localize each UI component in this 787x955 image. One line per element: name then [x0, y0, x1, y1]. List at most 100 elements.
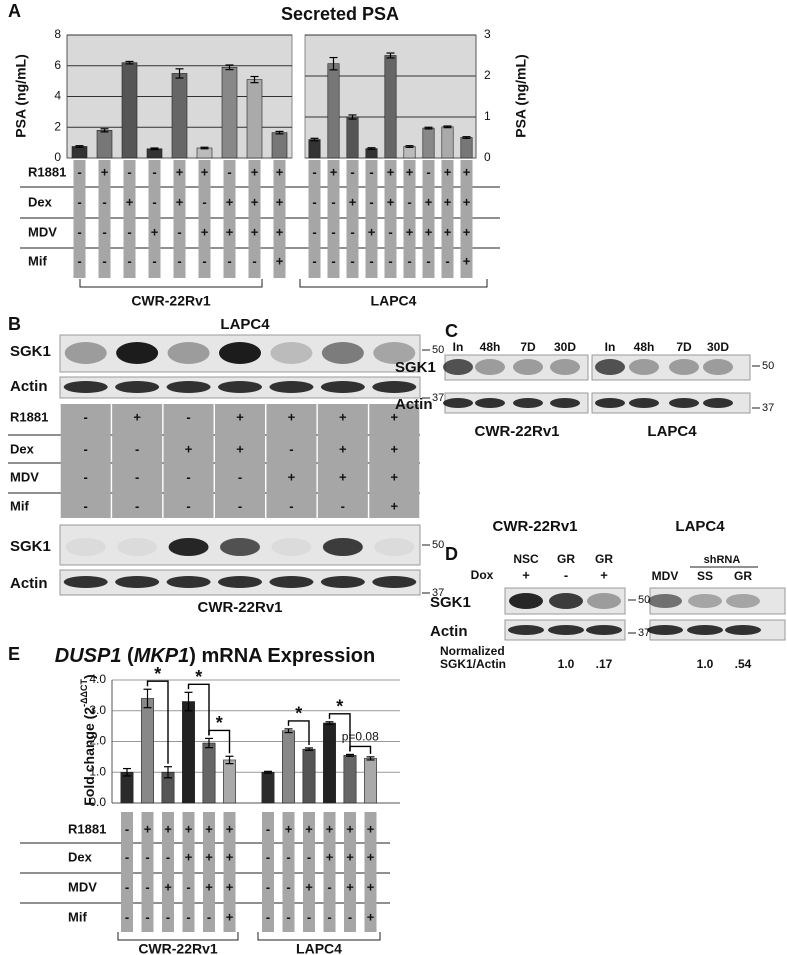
condition-cell: +: [387, 194, 395, 209]
condition-column: [223, 160, 236, 278]
panel-label: D: [445, 544, 458, 564]
condition-cell: -: [177, 253, 181, 268]
condition-column: [148, 160, 161, 278]
condition-cell: -: [307, 909, 311, 924]
lane-label: 30D: [554, 340, 576, 354]
lane-label: 48h: [634, 340, 655, 354]
condition-cell: -: [286, 879, 290, 894]
condition-column: [364, 812, 377, 932]
significance-bracket: [328, 713, 351, 752]
blot-band: [629, 359, 659, 375]
blot-band: [508, 625, 544, 635]
blot-band: [548, 625, 584, 635]
condition-cell: +: [463, 164, 471, 179]
condition-cell: -: [426, 253, 430, 268]
error-bar: [346, 753, 354, 757]
group-label: LAPC4: [371, 293, 417, 309]
condition-cell: +: [185, 441, 193, 456]
condition-cell: +: [390, 409, 398, 424]
blot-band: [63, 576, 108, 588]
condition-column: [369, 404, 420, 518]
condition-column: [248, 160, 261, 278]
condition-cell: -: [166, 849, 170, 864]
condition-cell: -: [350, 224, 354, 239]
bar: [308, 139, 321, 159]
condition-cell: +: [367, 821, 375, 836]
condition-column: [346, 160, 359, 278]
blot-band: [115, 576, 160, 588]
condition-cell: +: [226, 879, 234, 894]
blot-band: [725, 625, 761, 635]
lane-cell: +: [522, 567, 530, 582]
lane-label: GR: [734, 569, 752, 583]
y-label-sup: -ΔΔCT: [79, 678, 89, 706]
blot-band: [374, 538, 415, 556]
condition-cell: -: [202, 253, 206, 268]
blot-row-label: SGK1: [10, 538, 51, 555]
condition-cell: +: [367, 909, 375, 924]
error-bar: [310, 137, 319, 142]
bar: [221, 66, 238, 159]
error-bar: [405, 145, 414, 148]
blot-row-label: Actin: [430, 623, 468, 640]
condition-column: [163, 404, 214, 518]
condition-column: [303, 812, 315, 932]
significance-bracket: [187, 683, 210, 736]
condition-cell: +: [164, 821, 172, 836]
blot-row-label: Actin: [395, 396, 433, 413]
condition-cell: -: [207, 909, 211, 924]
condition-cell: +: [185, 821, 193, 836]
y-tick-label: 1.0: [89, 764, 106, 778]
condition-cell: +: [349, 194, 357, 209]
annotation: *: [154, 664, 161, 684]
condition-cell: +: [326, 849, 334, 864]
condition-cell: -: [186, 469, 190, 484]
condition-cell: -: [426, 164, 430, 179]
condition-cell: +: [406, 224, 414, 239]
condition-column: [173, 160, 186, 278]
y-tick-label: 4.0: [89, 672, 106, 686]
condition-cell: -: [266, 849, 270, 864]
quant-label: Normalized: [440, 644, 505, 658]
condition-cell: -: [227, 253, 231, 268]
condition-cell: -: [145, 909, 149, 924]
condition-column: [262, 812, 274, 932]
blot-band: [167, 342, 210, 364]
condition-cell: -: [84, 469, 88, 484]
blot-band: [218, 576, 262, 588]
bar: [196, 147, 213, 159]
bar: [282, 730, 295, 804]
condition-cell: +: [305, 821, 313, 836]
y-axis-label: Fold change (2-ΔΔCT): [79, 674, 96, 805]
condition-cell: +: [133, 409, 141, 424]
condition-cell: -: [202, 194, 206, 209]
error-bar: [184, 691, 193, 712]
condition-cell: -: [77, 194, 81, 209]
bar: [422, 127, 435, 159]
condition-cell: +: [226, 224, 234, 239]
lane-label: 30D: [707, 340, 729, 354]
blot-row-label: SGK1: [430, 594, 471, 611]
blot-band: [220, 538, 260, 556]
blot-band: [629, 398, 659, 408]
error-bar: [175, 68, 184, 79]
y-axis-label: PSA (ng/mL): [513, 54, 529, 137]
condition-cell: -: [312, 164, 316, 179]
condition-cell: -: [331, 194, 335, 209]
condition-cell: -: [369, 194, 373, 209]
group-bracket: [79, 279, 263, 288]
blot-band: [475, 398, 505, 408]
quant-value: .17: [596, 657, 613, 671]
blot-band: [322, 538, 363, 556]
condition-column: [141, 812, 154, 932]
condition-column: [317, 404, 368, 518]
bar: [343, 755, 357, 804]
condition-cell: +: [444, 224, 452, 239]
condition-cell: -: [327, 909, 331, 924]
condition-cell: -: [266, 879, 270, 894]
significance-bracket: [349, 745, 372, 754]
blot-row-label: Actin: [10, 378, 48, 395]
condition-column: [215, 404, 265, 518]
bar: [384, 55, 397, 159]
condition-cell: -: [102, 224, 106, 239]
